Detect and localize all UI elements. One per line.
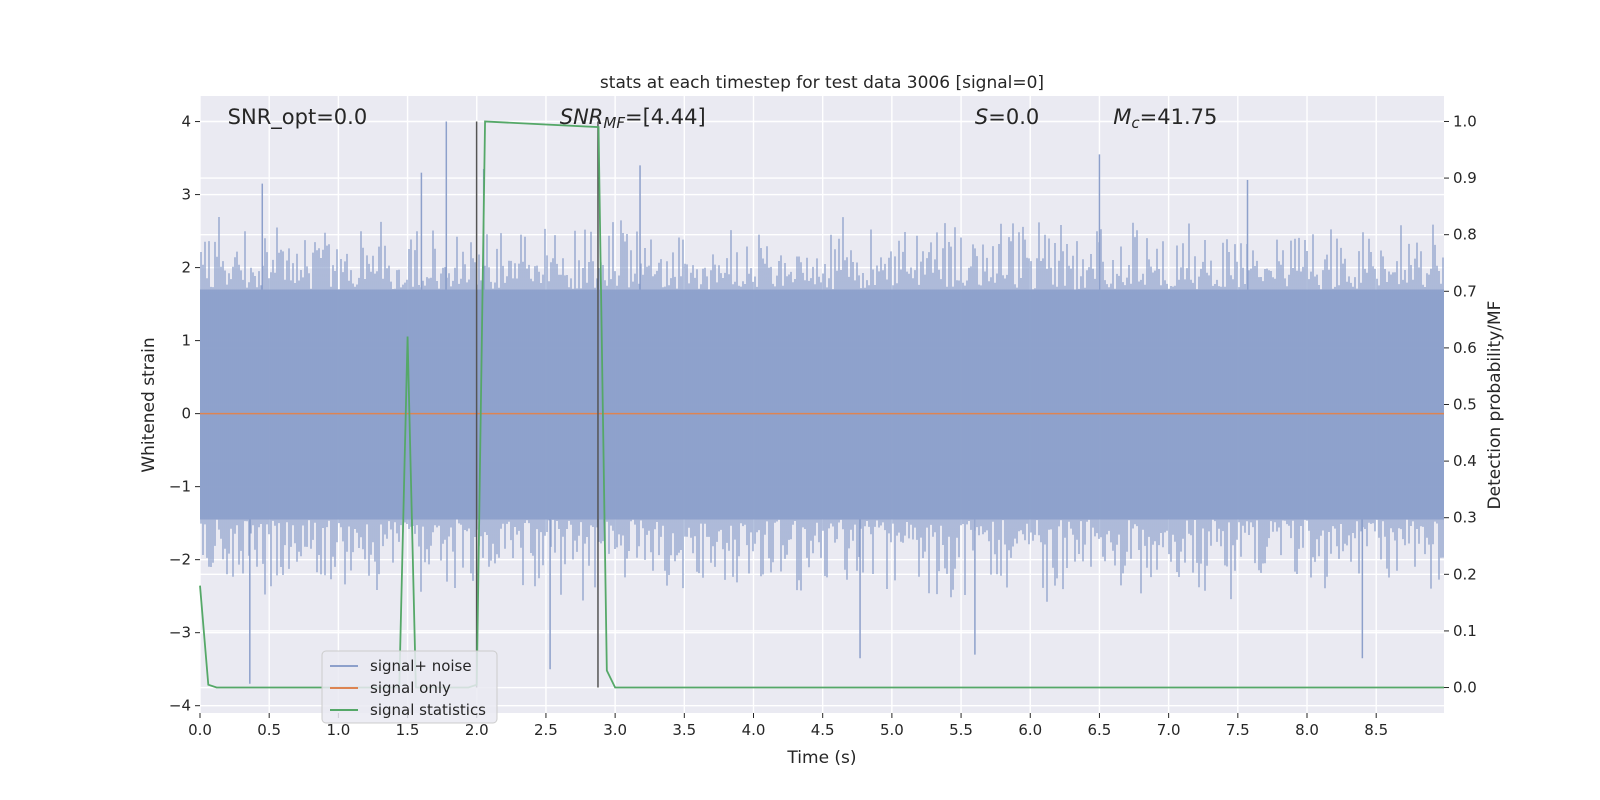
legend-label-2: signal statistics [370,701,486,719]
x-tick-label: 4.0 [742,721,766,739]
x-tick-label: 4.5 [811,721,835,739]
y-tick-label-left: 0 [181,405,191,423]
x-tick-label: 7.0 [1157,721,1181,739]
y-axis-label-right: Detection probability/MF [1485,301,1505,510]
x-tick-label: 3.0 [603,721,627,739]
annotation-2: S=0.0 [975,105,1039,129]
y-tick-label-right: 0.9 [1453,169,1477,187]
annotation-1: SNRMF=[4.44] [560,105,706,132]
y-tick-label-left: 3 [181,186,191,204]
y-tick-label-right: 0.7 [1453,282,1477,300]
y-tick-label-right: 0.3 [1453,509,1477,527]
y-tick-label-right: 0.4 [1453,452,1477,470]
y-tick-label-right: 0.2 [1453,565,1477,583]
x-tick-label: 0.5 [257,721,281,739]
y-tick-label-left: −2 [169,551,191,569]
x-tick-label: 6.5 [1088,721,1112,739]
series-signal-noise [200,121,1444,684]
y-tick-label-left: −1 [169,478,191,496]
y-tick-label-left: 4 [181,113,191,131]
x-tick-label: 7.5 [1226,721,1250,739]
x-tick-label: 8.5 [1364,721,1388,739]
y-tick-label-right: 0.5 [1453,396,1477,414]
y-axis-label-left: Whitened strain [139,337,159,472]
y-tick-label-right: 1.0 [1453,112,1477,130]
y-tick-label-left: −4 [169,697,191,715]
y-tick-label-right: 0.8 [1453,226,1477,244]
y-tick-label-right: 0.6 [1453,339,1477,357]
annotations: SNR_opt=0.0 SNRMF=[4.44] S=0.0 Mc=41.75 [228,105,1218,132]
legend-box [321,650,498,724]
x-axis-label: Time (s) [786,748,856,768]
x-tick-label: 1.0 [326,721,350,739]
y-tick-label-left: 1 [181,332,191,350]
x-tick-label: 5.0 [880,721,904,739]
legend-label-1: signal only [370,679,451,697]
ticks: 0.0 0.5 1.0 1.5 2.0 2.5 3.0 3.5 4.0 4.5 5.0 5.5 6.0 6… [169,112,1477,739]
y-tick-label-left: −3 [169,624,191,642]
annotation-3: Mc=41.75 [1113,105,1217,132]
x-tick-label: 1.5 [396,721,420,739]
annotation-0: SNR_opt=0.0 [228,105,368,130]
legend-label-0: signal+ noise [370,657,472,675]
series-layer [199,120,1444,689]
legend: signal+ noise signal only signal statistic… [321,650,498,724]
x-tick-label: 2.0 [465,721,489,739]
x-tick-label: 2.5 [534,721,558,739]
y-tick-label-left: 2 [181,259,191,277]
x-tick-label: 0.0 [188,721,212,739]
x-tick-label: 6.0 [1018,721,1042,739]
x-tick-label: 5.5 [949,721,973,739]
x-tick-label: 8.0 [1295,721,1319,739]
chart-title: stats at each timestep for test data 300… [600,73,1044,93]
x-tick-label: 3.5 [672,721,696,739]
y-tick-label-right: 0.1 [1453,622,1477,640]
y-tick-label-right: 0.0 [1453,679,1477,697]
